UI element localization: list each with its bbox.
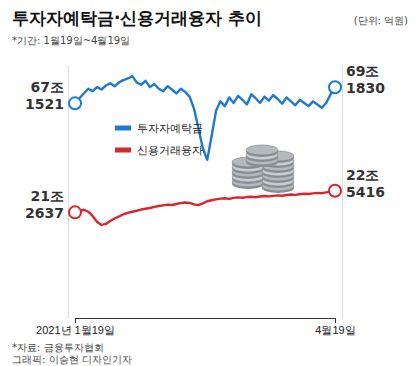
legend-swatch xyxy=(115,126,131,131)
x-tick-mark xyxy=(335,318,336,323)
x-tick: 2021년 1월19일 xyxy=(36,318,115,336)
value-label-line: 69조 xyxy=(346,63,379,79)
x-tick-label: 4월19일 xyxy=(315,324,355,336)
value-label: 67조1521 xyxy=(25,79,64,112)
value-label-line: 22조 xyxy=(346,167,379,183)
annotation: *기간: 1월19일~4월19일 xyxy=(12,35,130,46)
point-marker xyxy=(329,81,341,93)
legend-label: 투자자예탁금 xyxy=(137,122,203,135)
point-marker xyxy=(329,185,341,197)
coin-illustration xyxy=(232,145,294,193)
x-tick-label: 2021년 1월19일 xyxy=(36,324,115,336)
value-label-line: 67조 xyxy=(31,79,64,95)
legend-label: 신용거래융자 xyxy=(137,144,203,157)
y2-axis xyxy=(342,66,343,319)
x-tick: 4월19일 xyxy=(315,318,355,336)
legend-item: 신용거래융자 xyxy=(115,144,203,157)
x-axis-line xyxy=(76,318,336,319)
subtitle: (단위: 억원) xyxy=(354,15,408,26)
point-marker xyxy=(69,206,81,218)
value-label-line: 1521 xyxy=(25,96,64,112)
value-label: 22조5416 xyxy=(346,167,385,200)
axis-line xyxy=(342,66,343,319)
legend-swatch xyxy=(115,148,131,153)
series-line xyxy=(75,76,335,160)
chart-container: 투자자예탁금·신용거래융자 추이 (단위: 억원) *기간: 1월19일~4월19일… xyxy=(0,0,420,366)
title: 투자자예탁금·신용거래융자 추이 xyxy=(12,8,262,28)
legend: 투자자예탁금신용거래융자 xyxy=(115,122,203,157)
value-label: 69조1830 xyxy=(346,63,385,96)
plot-area xyxy=(69,76,341,225)
value-label-line: 2637 xyxy=(25,205,64,221)
value-label-line: 1830 xyxy=(346,80,385,96)
value-label-line: 5416 xyxy=(346,184,385,200)
value-label-line: 21조 xyxy=(31,188,64,204)
legend-item: 투자자예탁금 xyxy=(115,122,203,135)
x-tick-mark xyxy=(75,318,76,323)
point-marker xyxy=(69,97,81,109)
series-line xyxy=(75,191,335,225)
coin xyxy=(246,145,278,155)
annotation: 그래픽: 이승현 디자인기자 xyxy=(12,354,132,365)
value-labels: 67조1521 69조1830 21조2637 22조5416 xyxy=(25,63,385,221)
x-axis: 2021년 1월19일 4월19일 xyxy=(36,318,356,336)
chart-svg: 투자자예탁금·신용거래융자 추이 (단위: 억원) *기간: 1월19일~4월19일… xyxy=(0,0,420,366)
annotation: *자료: 금융투자협회 xyxy=(12,342,104,353)
value-label: 21조2637 xyxy=(25,188,64,221)
